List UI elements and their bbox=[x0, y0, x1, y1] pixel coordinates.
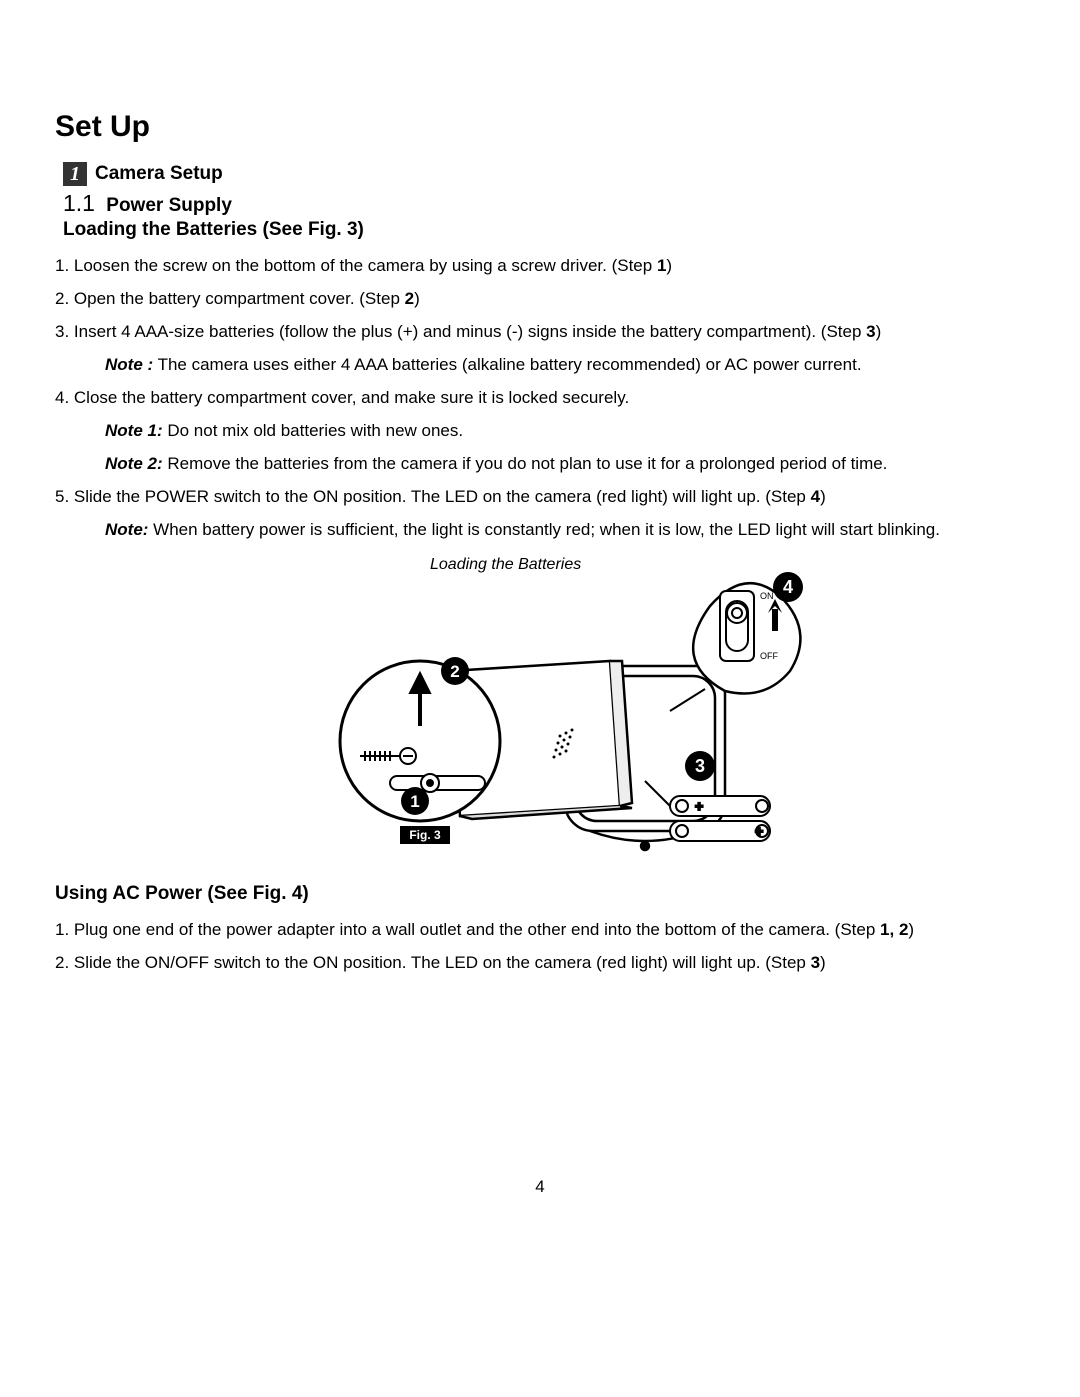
ac-step-1-pre: 1. Plug one end of the power adapter int… bbox=[55, 920, 880, 939]
page-number: 4 bbox=[0, 1177, 1080, 1197]
note-label: Note 2: bbox=[105, 454, 163, 473]
step-4-note2: Note 2: Remove the batteries from the ca… bbox=[105, 453, 1025, 476]
subsection-number: 1.1 bbox=[63, 190, 95, 216]
callout-1: 1 bbox=[410, 792, 419, 811]
figure-label: Fig. 3 bbox=[409, 828, 441, 842]
step-5-bold: 4 bbox=[811, 487, 820, 506]
step-1: 1. Loosen the screw on the bottom of the… bbox=[55, 255, 1025, 278]
step-1-post: ) bbox=[666, 256, 672, 275]
section-number-badge: 1 bbox=[63, 162, 87, 186]
step-4-note1: Note 1: Do not mix old batteries with ne… bbox=[105, 420, 1025, 443]
step-3-bold: 3 bbox=[866, 322, 875, 341]
ac-step-1: 1. Plug one end of the power adapter int… bbox=[55, 919, 1025, 942]
step-3-pre: 3. Insert 4 AAA-size batteries (follow t… bbox=[55, 322, 866, 341]
ac-heading: Using AC Power (See Fig. 4) bbox=[55, 883, 1025, 905]
note-label: Note: bbox=[105, 520, 148, 539]
callout-3: 3 bbox=[695, 756, 705, 776]
step-1-pre: 1. Loosen the screw on the bottom of the… bbox=[55, 256, 657, 275]
step-5-note: Note: When battery power is sufficient, … bbox=[105, 519, 1025, 542]
step-5-post: ) bbox=[820, 487, 826, 506]
step-2: 2. Open the battery compartment cover. (… bbox=[55, 288, 1025, 311]
step-1-bold: 1 bbox=[657, 256, 666, 275]
step-3-note: Note : The camera uses either 4 AAA batt… bbox=[105, 354, 1025, 377]
note-text: The camera uses either 4 AAA batteries (… bbox=[153, 355, 861, 374]
ac-step-2: 2. Slide the ON/OFF switch to the ON pos… bbox=[55, 952, 1025, 975]
figure-3: Loading the Batteries bbox=[270, 551, 810, 871]
note-label: Note 1: bbox=[105, 421, 163, 440]
section-title: Camera Setup bbox=[95, 163, 223, 185]
ac-step-2-pre: 2. Slide the ON/OFF switch to the ON pos… bbox=[55, 953, 811, 972]
step-2-bold: 2 bbox=[405, 289, 414, 308]
off-label: OFF bbox=[760, 651, 778, 661]
note-label: Note : bbox=[105, 355, 153, 374]
note-text: Do not mix old batteries with new ones. bbox=[163, 421, 463, 440]
step-5-pre: 5. Slide the POWER switch to the ON posi… bbox=[55, 487, 811, 506]
subsection-row: 1.1 Power Supply bbox=[63, 190, 1025, 217]
step-3: 3. Insert 4 AAA-size batteries (follow t… bbox=[55, 321, 1025, 344]
on-label: ON bbox=[760, 591, 774, 601]
step-2-post: ) bbox=[414, 289, 420, 308]
ac-step-1-post: ) bbox=[908, 920, 914, 939]
ac-step-2-post: ) bbox=[820, 953, 826, 972]
note-text: Remove the batteries from the camera if … bbox=[163, 454, 888, 473]
step-2-pre: 2. Open the battery compartment cover. (… bbox=[55, 289, 405, 308]
page-title: Set Up bbox=[55, 110, 1025, 144]
section-row: 1 Camera Setup bbox=[63, 162, 1025, 186]
figure-caption: Loading the Batteries bbox=[430, 556, 581, 573]
manual-page: Set Up 1 Camera Setup 1.1 Power Supply L… bbox=[0, 0, 1080, 1397]
figure-wrap: Loading the Batteries bbox=[55, 551, 1025, 871]
step-3-post: ) bbox=[876, 322, 882, 341]
callout-2: 2 bbox=[450, 662, 459, 681]
callout-4: 4 bbox=[783, 577, 793, 597]
svg-text:+: + bbox=[755, 823, 763, 839]
step-4: 4. Close the battery compartment cover, … bbox=[55, 387, 1025, 410]
ac-step-1-bold: 1, 2 bbox=[880, 920, 908, 939]
ac-step-2-bold: 3 bbox=[811, 953, 820, 972]
svg-text:+: + bbox=[695, 798, 703, 814]
subsection-title: Power Supply bbox=[106, 195, 232, 216]
note-text: When battery power is sufficient, the li… bbox=[148, 520, 940, 539]
step-5: 5. Slide the POWER switch to the ON posi… bbox=[55, 486, 1025, 509]
loading-heading: Loading the Batteries (See Fig. 3) bbox=[63, 219, 1025, 241]
